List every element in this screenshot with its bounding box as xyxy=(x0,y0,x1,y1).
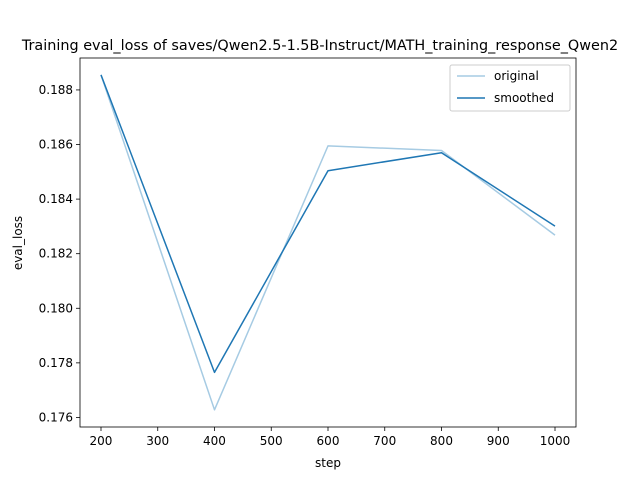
series-line-smoothed xyxy=(100,74,556,374)
y-tick-label: 0.186 xyxy=(39,138,73,152)
legend-label-original: original xyxy=(494,69,539,83)
x-axis-ticks: 200 300 400 500 600 700 800 900 1000 xyxy=(90,427,571,448)
x-tick-label: 200 xyxy=(90,434,113,448)
y-tick-label: 0.180 xyxy=(39,301,73,315)
y-tick-label: 0.182 xyxy=(39,247,73,261)
y-axis-ticks: 0.176 0.178 0.180 0.182 0.184 0.186 0.188 xyxy=(39,83,80,424)
y-tick-label: 0.178 xyxy=(39,356,73,370)
x-tick-label: 1000 xyxy=(540,434,571,448)
x-tick-label: 900 xyxy=(487,434,510,448)
y-tick-label: 0.176 xyxy=(39,410,73,424)
series-line-original xyxy=(100,74,556,411)
legend-label-smoothed: smoothed xyxy=(494,91,554,105)
x-tick-label: 800 xyxy=(430,434,453,448)
y-tick-label: 0.184 xyxy=(39,192,73,206)
legend: original smoothed xyxy=(449,64,571,112)
x-tick-label: 400 xyxy=(203,434,226,448)
series-layer xyxy=(100,74,556,411)
chart-title: Training eval_loss of saves/Qwen2.5-1.5B… xyxy=(21,38,618,54)
x-tick-label: 700 xyxy=(373,434,396,448)
x-tick-label: 500 xyxy=(260,434,283,448)
y-axis-label: eval_loss xyxy=(11,216,25,270)
y-tick-label: 0.188 xyxy=(39,83,73,97)
x-axis-label: step xyxy=(315,456,341,470)
x-tick-label: 300 xyxy=(146,434,169,448)
x-tick-label: 600 xyxy=(317,434,340,448)
